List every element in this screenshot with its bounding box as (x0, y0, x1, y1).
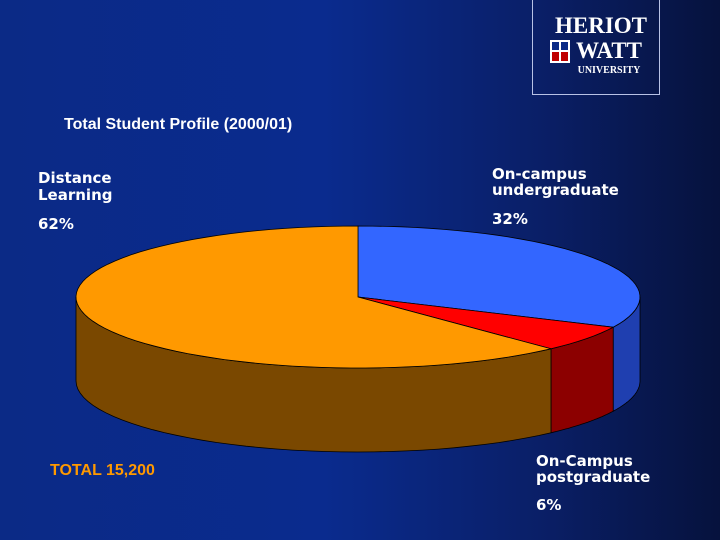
pie-slice-2 (357, 296, 615, 350)
slice-label-oncampus-undergraduate-line1: On-campus (492, 165, 587, 183)
university-logo: HERIOT WATT UNIVERSITY (532, 0, 660, 95)
slice-label-oncampus-postgraduate-line1: On-Campus (536, 452, 633, 470)
pie-slice-1 (357, 225, 641, 328)
logo-line-3: UNIVERSITY (578, 65, 642, 76)
slice-value-oncampus-undergraduate: 32% (492, 210, 528, 228)
logo-line-2: WATT (576, 38, 642, 63)
slice-value-distance-learning: 62% (38, 215, 74, 233)
crest-icon (550, 40, 570, 63)
slice-label-oncampus-undergraduate-line2: undergraduate (492, 181, 619, 199)
total-students: TOTAL 15,200 (50, 462, 155, 479)
pie-slice-3 (75, 225, 552, 369)
slice-label-oncampus-postgraduate-line2: postgraduate (536, 468, 651, 486)
slice-label-distance-learning-line2: Learning (38, 186, 113, 204)
logo-line-1: HERIOT (555, 13, 647, 38)
chart-title: Total Student Profile (2000/01) (64, 116, 293, 133)
slice-value-oncampus-postgraduate: 6% (536, 496, 562, 514)
logo-graphic: HERIOT WATT UNIVERSITY (550, 13, 647, 76)
slice-label-distance-learning-line1: Distance (38, 169, 112, 187)
